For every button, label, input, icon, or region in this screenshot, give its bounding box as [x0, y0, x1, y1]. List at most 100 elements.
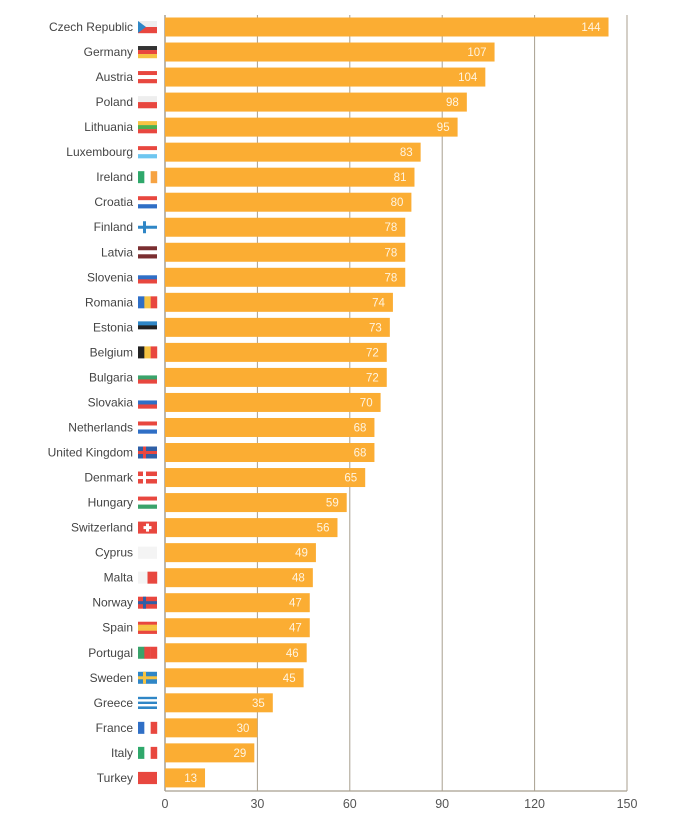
- bar: [165, 342, 387, 362]
- data-label: 104: [458, 72, 478, 84]
- category-label: Estonia: [93, 320, 133, 334]
- data-label: 83: [400, 147, 413, 159]
- flag-icon: [138, 746, 158, 759]
- bar: [165, 42, 495, 62]
- flag-icon: [138, 321, 157, 334]
- data-label: 81: [394, 172, 407, 184]
- data-label: 35: [252, 698, 265, 710]
- category-label: Netherlands: [68, 420, 133, 434]
- category-label: Austria: [96, 70, 134, 84]
- bar: [165, 443, 375, 463]
- bar: [165, 192, 412, 212]
- data-label: 47: [289, 598, 302, 610]
- flag-icon: [138, 471, 157, 484]
- data-label: 72: [366, 372, 379, 384]
- category-label: Lithuania: [84, 120, 133, 134]
- data-label: 70: [360, 397, 373, 409]
- flag-icon: [138, 346, 158, 359]
- bar: [165, 743, 255, 763]
- flag-icon: [138, 621, 157, 634]
- category-label: Slovenia: [87, 270, 133, 284]
- data-label: 65: [344, 473, 357, 485]
- data-label: 78: [384, 272, 397, 284]
- category-label: Italy: [111, 746, 133, 760]
- flag-icon: [138, 596, 157, 609]
- flag-icon: [138, 521, 157, 534]
- category-label: Slovakia: [88, 395, 134, 409]
- x-tick-label: 120: [524, 797, 545, 811]
- bar: [165, 518, 338, 538]
- data-label: 47: [289, 623, 302, 635]
- data-label: 80: [391, 197, 404, 209]
- data-label: 68: [354, 422, 367, 434]
- data-label: 78: [384, 247, 397, 259]
- bar: [165, 718, 258, 738]
- bar: [165, 17, 609, 37]
- category-label: Greece: [94, 696, 134, 710]
- bar: [165, 117, 458, 137]
- category-label: Malta: [104, 571, 134, 585]
- category-label: Turkey: [97, 771, 133, 785]
- data-label: 59: [326, 498, 339, 510]
- flag-icon: [138, 146, 157, 159]
- bar: [165, 317, 390, 337]
- bar: [165, 468, 366, 488]
- category-label: Luxembourg: [66, 145, 133, 159]
- flag-icon: [138, 421, 157, 434]
- data-label: 74: [372, 297, 385, 309]
- data-label: 45: [283, 673, 296, 685]
- bar: [165, 543, 316, 563]
- flag-icon: [138, 446, 157, 459]
- flag-icon: [138, 671, 157, 684]
- data-label: 68: [354, 448, 367, 460]
- category-label: Ireland: [96, 170, 133, 184]
- bar: [165, 67, 486, 87]
- category-label: Cyprus: [95, 546, 133, 560]
- category-label: Sweden: [90, 671, 133, 685]
- flag-icon: [138, 171, 158, 184]
- category-label: Portugal: [88, 646, 133, 660]
- x-tick-label: 0: [162, 797, 169, 811]
- bar: [165, 92, 467, 112]
- flag-icon: [138, 646, 158, 659]
- bar: [165, 142, 421, 162]
- data-label: 98: [446, 97, 459, 109]
- flag-icon: [138, 546, 157, 559]
- bar: [165, 217, 406, 237]
- data-label: 30: [237, 723, 250, 735]
- bar: [165, 568, 313, 588]
- flag-icon: [138, 271, 157, 284]
- data-label: 72: [366, 347, 379, 359]
- category-label: France: [96, 721, 134, 735]
- category-label: United Kingdom: [48, 446, 133, 460]
- data-label: 78: [384, 222, 397, 234]
- bar: [165, 367, 387, 387]
- bar: [165, 768, 206, 788]
- bar: [165, 167, 415, 187]
- data-label: 56: [317, 523, 330, 535]
- bar: [165, 493, 347, 513]
- bar: [165, 417, 375, 437]
- category-label: Germany: [84, 45, 133, 59]
- bar: [165, 292, 393, 312]
- category-label: Czech Republic: [49, 20, 133, 34]
- flag-icon: [138, 221, 157, 234]
- flag-icon: [138, 396, 157, 409]
- bar: [165, 643, 307, 663]
- category-label: Bulgaria: [89, 370, 133, 384]
- data-label: 48: [292, 573, 305, 585]
- flag-icon: [138, 96, 157, 109]
- flag-icon: [138, 71, 157, 84]
- flag-icon: [138, 696, 157, 710]
- bar: [165, 242, 406, 262]
- data-label: 49: [295, 548, 308, 560]
- flag-icon: [138, 196, 157, 209]
- category-label: Romania: [85, 295, 133, 309]
- bar: [165, 618, 310, 638]
- flag-icon: [138, 46, 157, 59]
- data-label: 107: [467, 47, 486, 59]
- bar: [165, 668, 304, 688]
- category-label: Finland: [94, 220, 133, 234]
- flag-icon: [138, 721, 158, 734]
